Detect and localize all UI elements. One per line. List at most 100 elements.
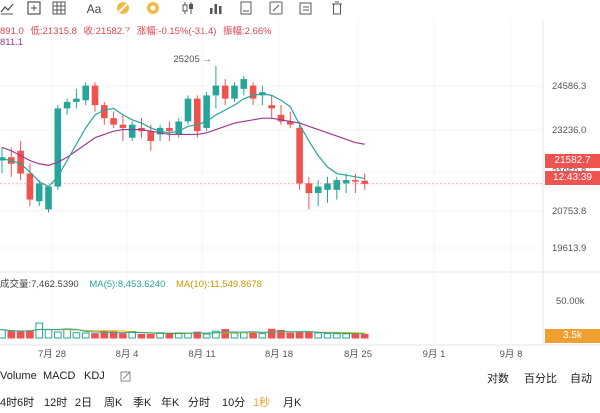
candle-body (110, 118, 117, 125)
date-axis-label: 8月 18 (265, 349, 293, 360)
candle-body (277, 114, 285, 122)
interval-2d[interactable]: 2日 (75, 397, 93, 409)
draw-tool-icon[interactable] (116, 1, 132, 17)
candle-body (221, 85, 229, 99)
candle-body (296, 127, 303, 184)
volume-bar (16, 331, 25, 339)
price-axis-label: 20753.8 (552, 206, 586, 217)
interval-yearly[interactable]: 年K (161, 397, 180, 409)
interval-timeline[interactable]: 分时 (188, 397, 210, 409)
grid-settings-icon[interactable] (52, 1, 68, 17)
candle-body (54, 108, 62, 187)
interval-10min[interactable]: 10分 (222, 397, 246, 409)
interval-quarterly[interactable]: 季K (133, 397, 152, 409)
interval-6h[interactable]: 6时 (17, 397, 35, 409)
candle-body (268, 105, 275, 109)
date-axis-label: 8月 25 (344, 349, 372, 360)
high-marker: 25205 → (173, 54, 212, 65)
candle-body (119, 124, 127, 128)
candle-body (166, 127, 173, 132)
volume-bar (100, 330, 109, 339)
candle-body (352, 180, 359, 182)
candle-body (314, 186, 322, 194)
candle-body (203, 95, 210, 128)
date-axis-label: 8月 4 (116, 349, 139, 360)
ma-slow-line (1, 117, 365, 167)
volume-current-tag: 3.5k (545, 329, 600, 343)
candle-body (147, 131, 155, 141)
candle-body (184, 98, 192, 122)
volume-bar (221, 328, 229, 339)
volume-bar (147, 334, 155, 339)
volume-label: 成交量:7,462.5390 (0, 279, 79, 290)
percent-scale-toggle[interactable]: 百分比 (524, 373, 557, 385)
ohlc-info: 891.0 低:21315.8 收:21582.7 涨幅:-0.15%(-31.… (0, 23, 560, 37)
candle-body (287, 121, 294, 125)
volume-bar (360, 333, 369, 339)
tab-volume[interactable]: Volume (0, 370, 37, 382)
volume-bar (240, 332, 248, 339)
chart-toolbar: Aa (0, 0, 600, 18)
save-layout-icon[interactable] (239, 1, 255, 17)
candle-body (240, 79, 248, 89)
add-indicator-icon[interactable] (27, 1, 43, 17)
volume-ma10: MA(10):11,549.8678 (176, 279, 262, 290)
text-size-icon[interactable]: Aa (86, 2, 102, 16)
close-value: 收:21582.7 (83, 26, 131, 37)
candle-body (342, 180, 350, 184)
volume-bar (35, 322, 44, 339)
tab-macd[interactable]: MACD (43, 370, 76, 382)
volume-bar (258, 333, 267, 339)
tab-kdj[interactable]: KDJ (84, 370, 105, 382)
volume-bar (165, 333, 174, 339)
volume-bar (249, 331, 257, 339)
volume-bar (286, 332, 295, 339)
volume-bar (63, 328, 71, 339)
annotation-icon[interactable] (269, 1, 285, 17)
interval-monthly[interactable]: 月K (283, 397, 302, 409)
candle-body (45, 186, 52, 210)
volume-bar (72, 332, 81, 339)
candle-body (101, 105, 108, 119)
candle-body (73, 98, 80, 102)
interval-weekly[interactable]: 周K (104, 397, 123, 409)
candle-body (361, 180, 368, 184)
candle-display-icon[interactable] (181, 1, 197, 17)
indicator-bars-icon[interactable] (209, 1, 225, 17)
interval-12h[interactable]: 12时 (44, 397, 68, 409)
volume-bar (277, 329, 285, 339)
chart-type-icon[interactable] (0, 1, 16, 17)
interval-1s[interactable]: 1秒 (253, 397, 271, 409)
date-axis-label: 7月 28 (38, 349, 66, 360)
edit-indicators-icon[interactable] (120, 370, 132, 385)
volume-bar (91, 333, 99, 339)
volume-bar (0, 329, 6, 339)
auto-scale-toggle[interactable]: 自动 (570, 373, 592, 385)
ma-value: 811.1 (0, 37, 24, 48)
volume-bar (202, 333, 211, 339)
chart-style-icon[interactable] (146, 1, 162, 17)
volume-bar (314, 332, 322, 339)
volume-legend: 成交量:7,462.5390 MA(5):8,453.6240 MA(10):1… (0, 276, 270, 290)
candle-body (82, 85, 89, 101)
current-price-tag: 21582.7 (545, 154, 600, 168)
date-axis-label: 9月 1 (423, 349, 446, 360)
log-scale-toggle[interactable]: 对数 (487, 373, 509, 385)
edit-icon[interactable] (299, 1, 315, 17)
price-axis-label: 24586.3 (552, 81, 586, 92)
candle-body (63, 101, 71, 109)
candle-body (194, 98, 201, 132)
price-axis-label: 23236.0 (552, 125, 586, 136)
interval-4h[interactable]: 4时 (0, 397, 18, 409)
indicator-tabs: Volume MACD KDJ 对数 百分比 自动 (0, 368, 600, 386)
candle-body (35, 183, 43, 202)
volume-bar (54, 331, 62, 339)
candle-body (212, 85, 220, 96)
candle-body (324, 183, 331, 190)
candle-body (128, 124, 136, 138)
delete-icon[interactable] (330, 1, 346, 17)
volume-bar (342, 333, 350, 339)
interval-bar: 4时 6时 12时 2日 周K 季K 年K 分时 10分 1秒 月K (0, 393, 600, 409)
change-value: 涨幅:-0.15%(-31.4) (136, 26, 217, 37)
